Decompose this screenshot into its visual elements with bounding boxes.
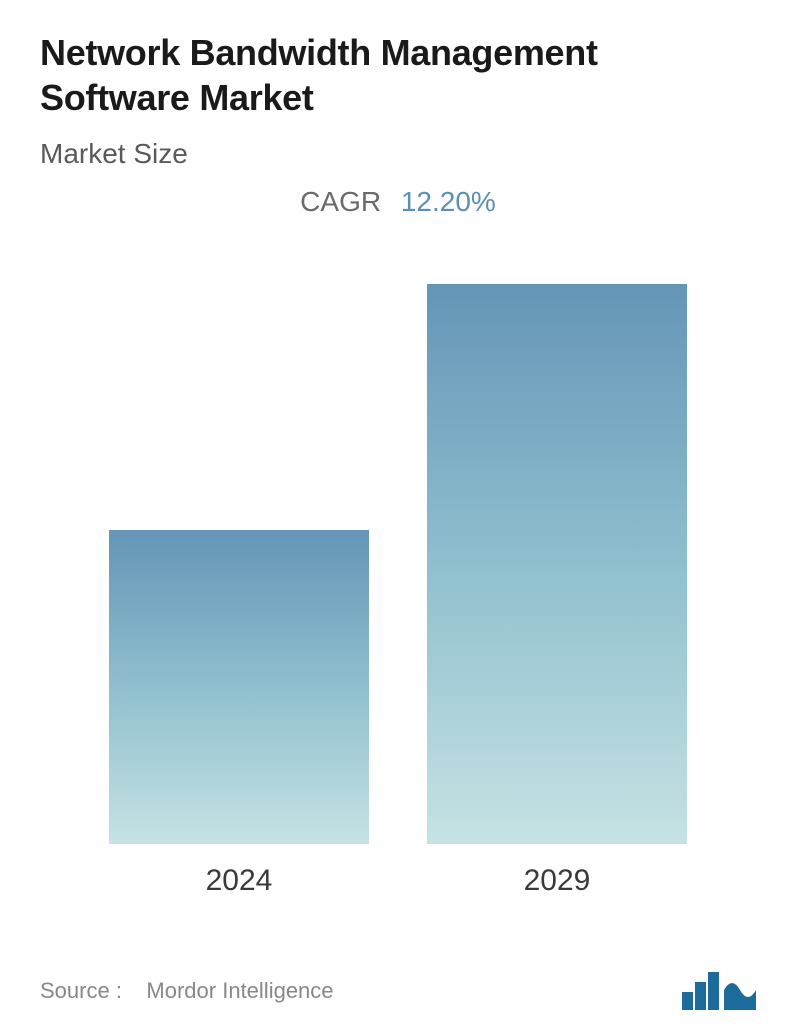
bar-chart: 2024 2029: [40, 278, 756, 898]
bar-0: [109, 530, 369, 844]
bar-group-0: 2024: [109, 530, 369, 898]
chart-subtitle: Market Size: [40, 138, 756, 170]
bar-label-1: 2029: [524, 864, 591, 898]
source-label: Source :: [40, 978, 122, 1003]
cagr-label: CAGR: [300, 186, 381, 217]
bar-1: [427, 284, 687, 844]
mordor-logo-icon: [682, 972, 756, 1010]
cagr-value: 12.20%: [401, 186, 496, 217]
source-text: Source : Mordor Intelligence: [40, 978, 334, 1004]
cagr-row: CAGR 12.20%: [40, 186, 756, 218]
source-name: Mordor Intelligence: [146, 978, 333, 1003]
footer: Source : Mordor Intelligence: [40, 972, 756, 1010]
bar-group-1: 2029: [427, 284, 687, 898]
chart-title: Network Bandwidth Management Software Ma…: [40, 30, 756, 120]
bar-label-0: 2024: [206, 864, 273, 898]
